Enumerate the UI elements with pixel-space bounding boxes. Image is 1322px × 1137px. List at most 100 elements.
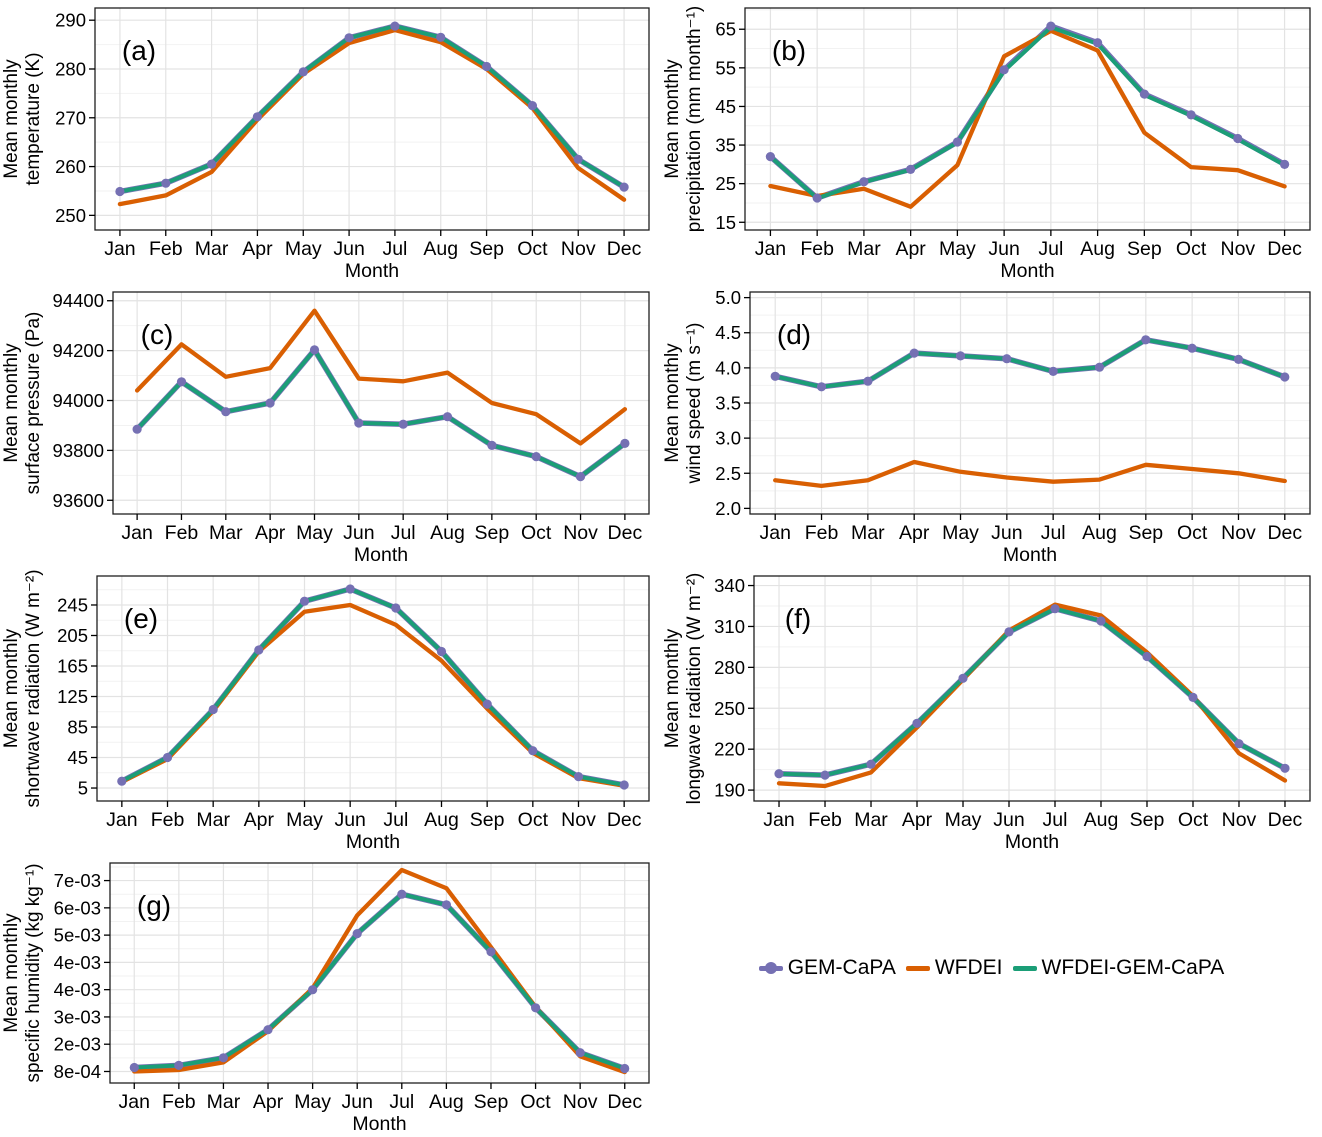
x-tick-label: Jan <box>106 809 137 831</box>
legend-row: GEM-CaPA WFDEI WFDEI-GEM-CaPA <box>758 956 1225 980</box>
panel-f: 190 220 250 280 310 340 Jan Feb Mar Apr May Jun Jul A… <box>661 568 1322 855</box>
data-point-marker <box>527 101 538 111</box>
x-tick-label: Aug <box>1080 238 1115 260</box>
data-point-marker <box>528 746 538 756</box>
y-tick-label: 7e-03 <box>54 870 101 891</box>
data-point-marker <box>1280 763 1290 773</box>
series-line-wfdei-gem-capa <box>777 606 1287 778</box>
y-tick-label: 6e-03 <box>54 897 101 918</box>
data-point-marker <box>252 112 262 122</box>
x-tick-label: Nov <box>561 809 596 831</box>
data-point-marker <box>1280 372 1290 382</box>
y-axis-title-line-2: precipitation (mm month⁻¹) <box>684 6 705 232</box>
y-tick-label: 4e-03 <box>54 979 101 1000</box>
data-point-marker <box>1141 335 1151 345</box>
x-tick-label: Apr <box>244 809 275 831</box>
y-axis-title-line-1: Mean monthly <box>1 913 22 1033</box>
y-axis-title-line-2: wind speed (m s⁻¹) <box>684 322 705 484</box>
y-tick-label: 8e-04 <box>54 1061 101 1082</box>
x-tick-label: Apr <box>242 238 273 260</box>
y-tick-label: 25 <box>715 173 736 194</box>
y-tick-label: 165 <box>57 656 88 677</box>
data-point-marker <box>487 440 497 450</box>
data-point-marker <box>117 776 127 786</box>
x-tick-label: Jul <box>391 522 416 544</box>
panel-border <box>94 7 650 231</box>
x-tick-label: Jan <box>755 238 786 260</box>
y-tick-label: 280 <box>714 657 745 678</box>
data-point-marker <box>1280 159 1290 169</box>
x-tick-label: Jan <box>119 1091 150 1113</box>
x-tick-label: Mar <box>209 522 243 544</box>
panel-e: 5 45 85 125 165 205 245 Jan Feb Mar Apr May Jun Jul Au… <box>0 568 661 855</box>
plot-background <box>754 576 1310 801</box>
y-tick-label: 280 <box>55 58 86 79</box>
x-axis-title: Month <box>1000 260 1054 282</box>
data-point-marker <box>1093 38 1103 48</box>
data-point-marker <box>398 419 408 429</box>
x-tick-label: Oct <box>1177 522 1208 544</box>
panel-g: 8e-04 2e-03 3e-03 4e-03 4e-03 5e-03 6e-03 7e-03… <box>0 855 661 1137</box>
data-point-marker <box>132 424 142 434</box>
series-line-wfdei-gem-capa <box>132 892 627 1071</box>
x-tick-label: Jun <box>343 522 374 544</box>
data-point-marker <box>309 345 320 355</box>
y-tick-label: 93600 <box>53 490 104 511</box>
data-point-marker <box>218 1053 228 1063</box>
data-point-marker <box>1046 21 1056 31</box>
data-point-marker <box>774 769 784 779</box>
legend: GEM-CaPA WFDEI WFDEI-GEM-CaPA <box>661 855 1322 1137</box>
y-tick-label: 2.5 <box>715 463 741 484</box>
y-tick-label: 250 <box>55 205 86 226</box>
y-tick-label: 245 <box>57 594 88 615</box>
x-tick-label: Nov <box>1221 522 1256 544</box>
x-tick-label: Aug <box>429 1091 464 1113</box>
x-tick-label: Jul <box>1038 238 1063 260</box>
y-axis-title-line-2: specific humidity (kg kg⁻¹) <box>23 863 44 1082</box>
y-axis-title-line-2: longwave radiation (W m⁻²) <box>684 573 705 805</box>
x-tick-label: Jul <box>1041 522 1066 544</box>
data-point-marker <box>161 178 171 188</box>
x-tick-label: Jul <box>1043 809 1068 831</box>
x-tick-label: Sep <box>470 809 505 831</box>
data-point-marker <box>397 889 407 899</box>
x-axis-title: Month <box>352 1113 406 1135</box>
x-tick-label: Nov <box>1222 809 1257 831</box>
y-tick-label: 94400 <box>53 290 104 311</box>
x-tick-label: Apr <box>253 1091 284 1113</box>
y-tick-label: 94200 <box>53 340 104 361</box>
panel-a: 250 260 270 280 290 Jan Feb Mar Apr May Jun Jul Aug S… <box>0 0 661 284</box>
y-axis-title-line-1: Mean monthly <box>1 628 22 748</box>
data-point-marker <box>531 452 541 462</box>
chart-c: 93600 93800 94000 94200 94400 Jan Feb Mar Apr May… <box>1 290 650 566</box>
x-tick-label: Sep <box>469 238 504 260</box>
y-tick-label: 45 <box>715 96 736 117</box>
x-axis-title: Month <box>345 260 399 282</box>
data-point-marker <box>482 61 492 72</box>
x-tick-label: Mar <box>195 238 229 260</box>
x-tick-label: Jan <box>763 809 794 831</box>
y-tick-label: 4.0 <box>715 357 741 378</box>
data-point-marker <box>575 472 586 482</box>
data-point-marker <box>174 1060 184 1070</box>
x-tick-label: Aug <box>423 238 458 260</box>
x-tick-label: Sep <box>1128 522 1163 544</box>
y-tick-label: 55 <box>715 57 736 78</box>
x-tick-label: Nov <box>563 522 598 544</box>
x-tick-label: Jun <box>993 809 1024 831</box>
data-point-marker <box>906 164 916 174</box>
panel-letter-b: (b) <box>772 35 806 66</box>
legend-item-gem-capa: GEM-CaPA <box>758 956 896 980</box>
x-tick-label: May <box>285 238 322 260</box>
x-tick-label: Jan <box>759 522 790 544</box>
data-point-marker <box>1142 651 1152 662</box>
data-point-marker <box>955 351 966 361</box>
data-point-marker <box>391 603 401 613</box>
data-point-marker <box>1002 354 1012 364</box>
x-tick-label: Feb <box>808 809 842 831</box>
legend-label-wfdei-gem-capa: WFDEI-GEM-CaPA <box>1041 956 1225 979</box>
data-point-marker <box>531 1003 541 1013</box>
x-tick-label: Mar <box>196 809 230 831</box>
data-point-marker <box>1094 362 1105 372</box>
